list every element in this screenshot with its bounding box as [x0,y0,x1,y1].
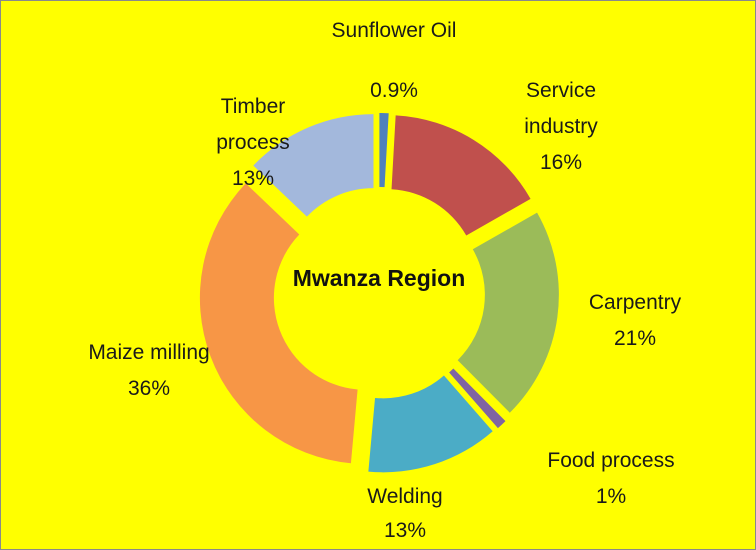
slice-label: Timber process [216,95,290,154]
donut-slice [391,115,531,236]
slice-value-label: 36% [127,377,171,400]
slice-value-label: 21% [613,327,657,350]
slice-value-label: 13% [383,519,427,542]
slice-label: Sunflower Oil [331,19,457,42]
donut-slice [199,183,358,464]
slice-label: Food process [547,449,675,472]
slice-value-label: 16% [539,151,583,174]
donut-slice [253,114,374,217]
slice-value-label: 0.9% [370,79,418,102]
donut-slice [457,212,559,413]
slice-label: Maize milling [88,341,210,364]
slice-label: Service industry [524,79,598,138]
donut-slice [449,368,506,429]
chart-title: Mwanza Region [292,265,466,291]
slice-label: Carpentry [588,291,682,314]
slice-value-label: 1% [595,485,627,508]
slice-value-label: 13% [231,167,275,190]
slice-label: Welding [367,485,443,508]
donut-slice [379,113,389,188]
donut-slice [368,375,493,473]
